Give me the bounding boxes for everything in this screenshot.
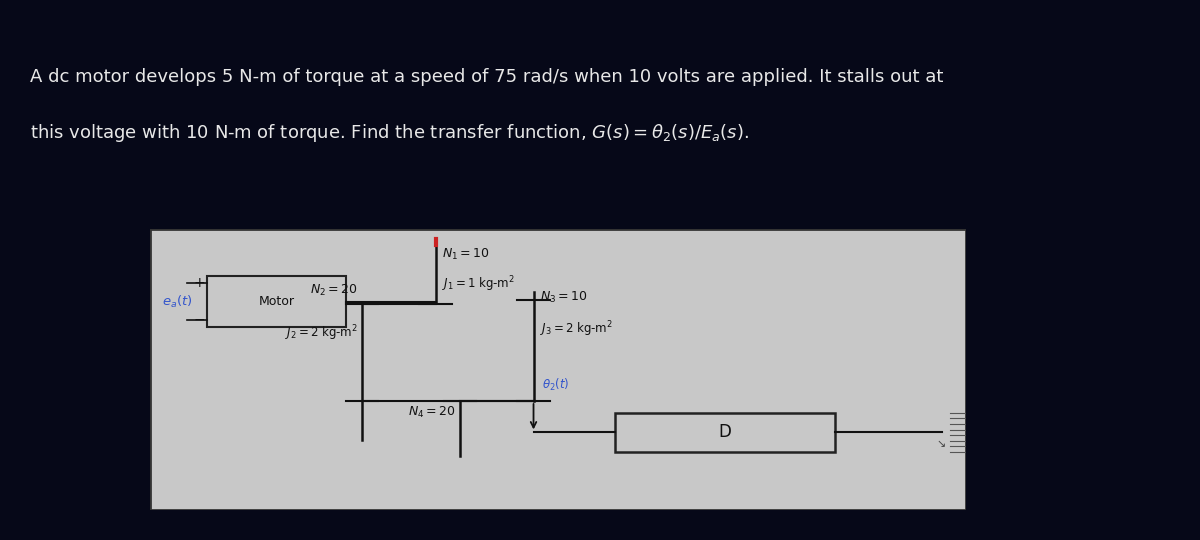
Text: $N_4 = 20$: $N_4 = 20$: [408, 405, 456, 420]
Bar: [616, 413, 835, 452]
Text: $N_2 = 20$: $N_2 = 20$: [311, 282, 358, 298]
Text: ↘: ↘: [937, 439, 947, 449]
Text: A dc motor develops 5 N-m of torque at a speed of 75 rad/s when 10 volts are app: A dc motor develops 5 N-m of torque at a…: [30, 68, 943, 85]
Text: $J_1 = 1$ kg-m$^2$: $J_1 = 1$ kg-m$^2$: [442, 274, 515, 294]
Text: +: +: [193, 276, 205, 291]
Text: $N_3 = 10$: $N_3 = 10$: [540, 290, 588, 305]
Text: $J_3 = 2$ kg-m$^2$: $J_3 = 2$ kg-m$^2$: [540, 319, 613, 339]
Bar: [208, 276, 346, 327]
Text: −: −: [193, 313, 205, 327]
Text: $J_2 = 2$ kg-m$^2$: $J_2 = 2$ kg-m$^2$: [286, 323, 358, 343]
Text: $\theta_2(t)$: $\theta_2(t)$: [541, 377, 569, 393]
Text: this voltage with 10 N-m of torque. Find the transfer function, $G(s) = \theta_2: this voltage with 10 N-m of torque. Find…: [30, 122, 749, 144]
Text: $e_a(t)$: $e_a(t)$: [162, 294, 193, 310]
Text: $N_1 = 10$: $N_1 = 10$: [442, 247, 490, 262]
Text: Motor: Motor: [258, 295, 294, 308]
Text: D: D: [719, 423, 732, 441]
